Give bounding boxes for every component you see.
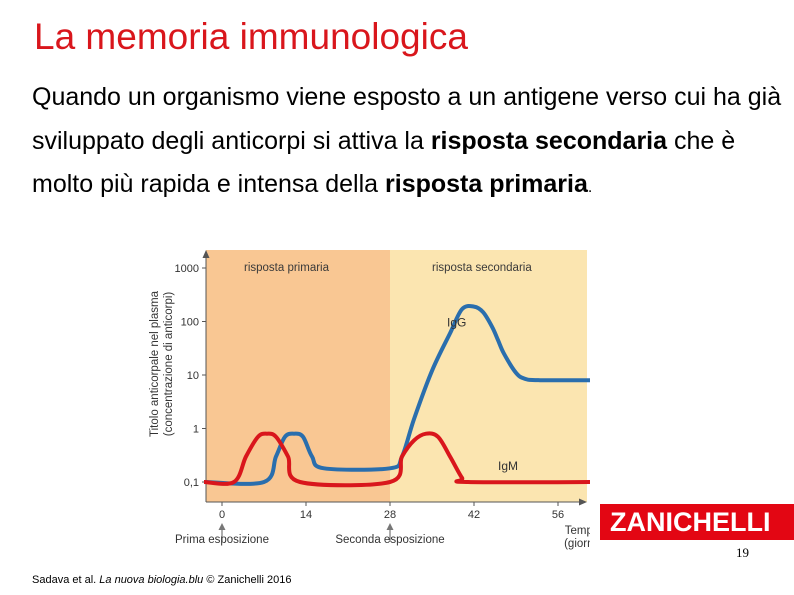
credit-pre: Sadava et al. [32, 574, 100, 586]
region-1 [390, 250, 587, 502]
body-paragraph: Quando un organismo viene esposto a un a… [32, 76, 784, 210]
x-tick-label-4: 56 [552, 509, 564, 521]
x-axis-title: Tempo [565, 525, 590, 537]
y-axis-arrow [202, 250, 210, 258]
chart-labels: risposta primaria risposta secondaria 0,1 1… [149, 262, 590, 550]
exposure-arrow-head-0 [218, 523, 226, 530]
slide-title: La memoria immunologica [34, 16, 468, 57]
chart-series [203, 304, 590, 488]
y-tick-label-4: 1000 [175, 263, 199, 275]
region-label-1: risposta secondaria [432, 262, 532, 274]
x-axis-subtitle: (giorni) [564, 538, 590, 550]
series-line-igg [203, 304, 590, 486]
x-tick-label-0: 0 [219, 509, 225, 521]
y-tick-label-1: 1 [193, 424, 199, 436]
body-text-part1: Quando un organismo viene esposto a un a… [32, 83, 782, 155]
zanichelli-logo: ZANICHELLI [600, 504, 794, 540]
x-tick-label-3: 42 [468, 509, 480, 521]
region-0 [206, 250, 390, 502]
body-bold-risposta-primaria: risposta primaria [385, 170, 588, 198]
x-axis-arrow [579, 498, 587, 506]
source-credit: Sadava et al. La nuova biologia.blu © Za… [32, 574, 291, 586]
x-tick-label-2: 28 [384, 509, 396, 521]
chart-axes [202, 250, 587, 542]
x-tick-label-1: 14 [300, 509, 312, 521]
series-label-igg: IgG [447, 316, 466, 330]
exposure-label-1: Seconda esposizione [335, 534, 444, 546]
series-label-igm: IgM [498, 459, 518, 473]
region-label-0: risposta primaria [244, 262, 330, 274]
y-axis-title: Titolo anticorpale nel plasma [149, 290, 161, 437]
exposure-arrow-head-1 [386, 523, 394, 530]
credit-post: © Zanichelli 2016 [203, 574, 292, 586]
body-bold-risposta-secondaria: risposta secondaria [430, 126, 668, 155]
series-line-igm [203, 431, 590, 488]
y-tick-label-0: 0,1 [184, 477, 199, 489]
exposure-label-0: Prima esposizione [175, 534, 269, 546]
y-axis-subtitle: (concentrazione di anticorpi) [163, 292, 175, 437]
page-number: 19 [736, 545, 749, 560]
y-tick-label-3: 100 [181, 317, 199, 329]
antibody-response-chart: risposta primaria risposta secondaria 0,1 1… [149, 250, 590, 550]
body-text-part2: che è molto più rapida e intensa della [32, 126, 736, 199]
credit-book-title: La nuova biologia.blu [99, 574, 204, 586]
chart-background-regions [206, 250, 587, 502]
body-text-part3: . [587, 179, 593, 196]
y-tick-label-2: 10 [187, 370, 199, 382]
